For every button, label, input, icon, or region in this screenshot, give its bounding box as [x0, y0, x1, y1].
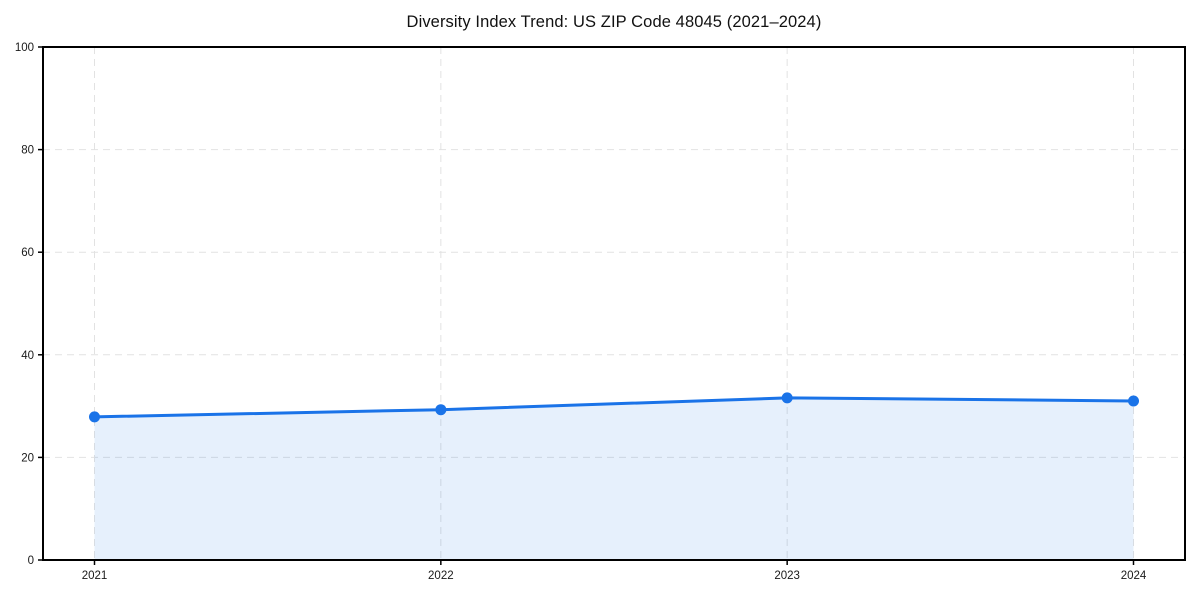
data-point-marker — [435, 404, 447, 416]
plot-border — [42, 46, 1186, 561]
y-tick-label: 20 — [21, 452, 34, 464]
x-tick-label: 2023 — [774, 570, 800, 582]
y-tick-label: 0 — [28, 555, 34, 567]
x-tick-label: 2021 — [82, 570, 108, 582]
x-tick-label: 2024 — [1121, 570, 1147, 582]
data-point-marker — [781, 392, 793, 404]
chart-title: Diversity Index Trend: US ZIP Code 48045… — [406, 13, 822, 31]
data-point-marker — [89, 411, 100, 423]
series-line — [93, 396, 1135, 419]
y-tick-label: 40 — [21, 350, 34, 362]
area-fill — [94, 397, 1134, 560]
x-tick-label: 2022 — [428, 570, 454, 582]
y-tick-label: 80 — [21, 145, 34, 157]
y-tick-label: 60 — [21, 247, 34, 259]
data-point-marker — [1128, 395, 1139, 407]
y-tick-label: 100 — [15, 42, 34, 54]
